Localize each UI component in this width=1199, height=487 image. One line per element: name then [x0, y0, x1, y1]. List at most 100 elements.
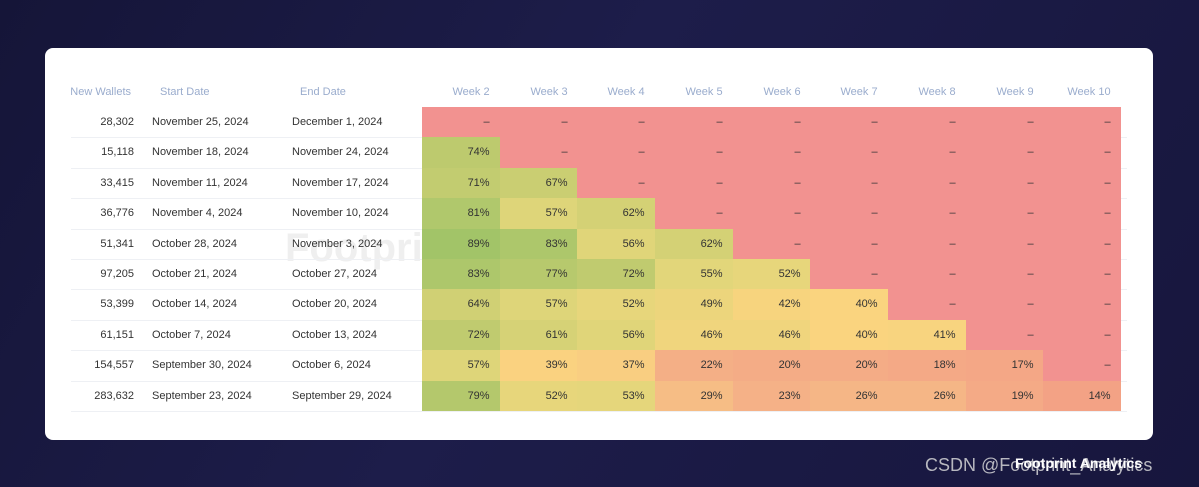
retention-cell: 57%	[500, 198, 578, 230]
retention-cell: 83%	[422, 259, 500, 290]
start-date: November 18, 2024	[152, 146, 249, 159]
retention-cell: 19%	[966, 380, 1044, 412]
retention-cell: –	[1043, 289, 1121, 321]
retention-cell: 53%	[577, 380, 655, 412]
retention-cell: 81%	[422, 198, 500, 230]
retention-cell: –	[1043, 259, 1121, 290]
column-header: Week 5	[685, 86, 723, 98]
retention-cell: –	[655, 198, 733, 230]
retention-cell: –	[810, 198, 888, 230]
retention-cell: –	[810, 107, 888, 138]
retention-cell: 46%	[655, 319, 733, 351]
retention-cell: 56%	[577, 228, 655, 260]
retention-cell: –	[810, 259, 888, 290]
column-header: Week 10	[1067, 86, 1111, 98]
wallet-count: 36,776	[100, 207, 134, 220]
logo-text: Footprint Analytics	[1015, 455, 1143, 471]
retention-cell: 26%	[888, 380, 966, 412]
column-header: Week 2	[452, 86, 490, 98]
retention-cell: 77%	[500, 259, 578, 290]
wallet-count: 61,151	[100, 328, 134, 341]
end-date: November 10, 2024	[292, 207, 389, 220]
retention-cell: 39%	[500, 350, 578, 382]
retention-cell: 37%	[577, 350, 655, 382]
wallet-count: 51,341	[100, 237, 134, 250]
retention-cell: –	[1043, 228, 1121, 260]
end-date: September 29, 2024	[292, 389, 392, 402]
retention-cell: 23%	[733, 380, 811, 412]
retention-cell: 57%	[422, 350, 500, 382]
retention-cell: –	[733, 228, 811, 260]
retention-cell: –	[1043, 167, 1121, 199]
end-date: November 24, 2024	[292, 146, 389, 159]
retention-cell: –	[888, 198, 966, 230]
end-date: October 13, 2024	[292, 328, 378, 341]
start-date: November 25, 2024	[152, 116, 249, 128]
retention-cell: 46%	[733, 319, 811, 351]
wallet-count: 97,205	[100, 268, 134, 280]
retention-cell: 79%	[422, 380, 500, 412]
retention-cell: –	[966, 137, 1044, 169]
retention-cell: –	[966, 167, 1044, 199]
retention-cell: 56%	[577, 319, 655, 351]
column-header: Start Date	[160, 86, 210, 98]
retention-cell: 20%	[733, 350, 811, 382]
wallet-count: 53,399	[100, 298, 134, 311]
retention-cell: –	[422, 107, 500, 138]
retention-cell: 72%	[577, 259, 655, 290]
retention-cell: –	[733, 107, 811, 138]
end-date: October 27, 2024	[292, 268, 378, 280]
retention-cell: –	[966, 228, 1044, 260]
retention-cell: 42%	[733, 289, 811, 321]
column-header: Week 6	[763, 86, 801, 98]
retention-cell: 62%	[655, 228, 733, 260]
retention-cell: 55%	[655, 259, 733, 290]
start-date: October 14, 2024	[152, 298, 238, 311]
column-header: Week 9	[996, 86, 1034, 98]
start-date: November 11, 2024	[152, 176, 248, 189]
column-header: Week 3	[530, 86, 568, 98]
retention-cell: –	[888, 259, 966, 290]
column-header: Week 7	[840, 86, 878, 98]
retention-cell: 52%	[733, 259, 811, 290]
retention-cell: –	[966, 107, 1044, 138]
retention-cell: –	[966, 319, 1044, 351]
retention-cell: 41%	[888, 319, 966, 351]
column-header: Week 8	[918, 86, 956, 98]
retention-cell: 18%	[888, 350, 966, 382]
end-date: October 20, 2024	[292, 298, 378, 311]
retention-cell: –	[810, 228, 888, 260]
retention-cell: –	[810, 167, 888, 199]
retention-cell: 83%	[500, 228, 578, 260]
wallet-count: 154,557	[94, 359, 134, 372]
column-header: New Wallets	[70, 86, 131, 98]
retention-cell: 64%	[422, 289, 500, 321]
retention-cell: –	[655, 107, 733, 138]
retention-cell: –	[500, 137, 578, 169]
retention-cell: 14%	[1043, 380, 1121, 412]
retention-cell: 20%	[810, 350, 888, 382]
retention-cell: 57%	[500, 289, 578, 321]
retention-cell: –	[888, 107, 966, 138]
retention-cell: –	[1043, 350, 1121, 382]
retention-cell: –	[966, 289, 1044, 321]
retention-cell: –	[888, 289, 966, 321]
retention-cell: –	[1043, 198, 1121, 230]
end-date: November 3, 2024	[292, 237, 383, 250]
start-date: October 28, 2024	[152, 237, 238, 250]
retention-cell: –	[966, 198, 1044, 230]
retention-cell: –	[1043, 137, 1121, 169]
retention-cell: –	[655, 167, 733, 199]
retention-cell: 52%	[577, 289, 655, 321]
retention-cell: –	[966, 259, 1044, 290]
wallet-count: 15,118	[101, 146, 134, 159]
retention-cell: –	[733, 167, 811, 199]
retention-cell: 67%	[500, 167, 578, 199]
retention-cell: 26%	[810, 380, 888, 412]
wallet-count: 28,302	[100, 116, 134, 128]
end-date: November 17, 2024	[292, 176, 389, 189]
column-header: End Date	[300, 86, 346, 98]
retention-cell: 72%	[422, 319, 500, 351]
wallet-count: 283,632	[94, 389, 134, 402]
